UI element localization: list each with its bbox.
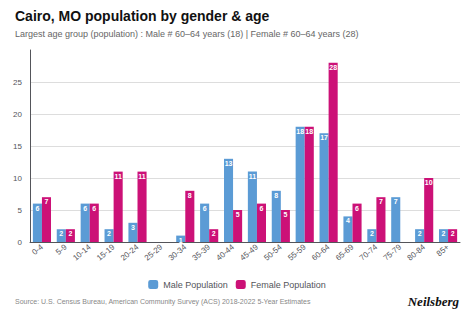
svg-text:13: 13 bbox=[225, 160, 233, 167]
svg-text:8: 8 bbox=[274, 192, 278, 199]
svg-text:18: 18 bbox=[305, 128, 313, 135]
svg-text:65-69: 65-69 bbox=[334, 242, 356, 262]
svg-text:30-34: 30-34 bbox=[167, 242, 189, 262]
svg-text:17: 17 bbox=[320, 134, 328, 141]
svg-text:7: 7 bbox=[379, 198, 383, 205]
svg-text:25: 25 bbox=[13, 78, 22, 87]
svg-text:5: 5 bbox=[18, 206, 23, 215]
svg-text:15-19: 15-19 bbox=[95, 242, 117, 262]
svg-text:Largest age group (population): Largest age group (population) : Male # … bbox=[15, 29, 359, 39]
svg-text:2: 2 bbox=[59, 230, 63, 237]
svg-text:20-24: 20-24 bbox=[119, 242, 141, 262]
svg-text:55-59: 55-59 bbox=[286, 242, 308, 262]
svg-text:6: 6 bbox=[260, 205, 264, 212]
svg-text:8: 8 bbox=[188, 192, 192, 199]
svg-text:6: 6 bbox=[83, 205, 87, 212]
svg-text:45-49: 45-49 bbox=[238, 242, 260, 262]
svg-text:2: 2 bbox=[68, 230, 72, 237]
svg-text:6: 6 bbox=[92, 205, 96, 212]
svg-text:5: 5 bbox=[236, 211, 240, 218]
svg-text:35-39: 35-39 bbox=[191, 242, 213, 262]
svg-text:0-4: 0-4 bbox=[30, 242, 45, 257]
svg-text:6: 6 bbox=[35, 205, 39, 212]
svg-text:Female Population: Female Population bbox=[251, 280, 326, 290]
svg-text:5-9: 5-9 bbox=[54, 242, 69, 257]
svg-text:20: 20 bbox=[13, 110, 22, 119]
svg-text:0: 0 bbox=[18, 238, 23, 247]
svg-text:80-84: 80-84 bbox=[406, 242, 428, 262]
svg-text:11: 11 bbox=[138, 173, 146, 180]
svg-text:2: 2 bbox=[451, 230, 455, 237]
svg-text:70-74: 70-74 bbox=[358, 242, 380, 262]
svg-text:Cairo, MO population by gender: Cairo, MO population by gender & age bbox=[15, 8, 270, 24]
svg-text:40-44: 40-44 bbox=[214, 242, 236, 262]
svg-text:2: 2 bbox=[212, 230, 216, 237]
svg-text:11: 11 bbox=[114, 173, 122, 180]
svg-text:6: 6 bbox=[355, 205, 359, 212]
svg-text:7: 7 bbox=[394, 198, 398, 205]
svg-text:Source: U.S. Census Bureau, Am: Source: U.S. Census Bureau, American Com… bbox=[15, 298, 311, 306]
svg-text:3: 3 bbox=[131, 224, 135, 231]
svg-text:2: 2 bbox=[418, 230, 422, 237]
svg-text:4: 4 bbox=[346, 217, 350, 224]
svg-text:2: 2 bbox=[107, 230, 111, 237]
svg-text:6: 6 bbox=[203, 205, 207, 212]
svg-text:10: 10 bbox=[13, 174, 22, 183]
svg-text:2: 2 bbox=[370, 230, 374, 237]
svg-text:25-29: 25-29 bbox=[143, 242, 165, 262]
svg-text:11: 11 bbox=[249, 173, 257, 180]
svg-text:Neilsberg: Neilsberg bbox=[407, 294, 460, 309]
svg-text:1: 1 bbox=[179, 237, 183, 244]
svg-text:75-79: 75-79 bbox=[382, 242, 404, 262]
svg-text:10-14: 10-14 bbox=[71, 242, 93, 262]
svg-text:2: 2 bbox=[442, 230, 446, 237]
svg-text:7: 7 bbox=[45, 198, 49, 205]
svg-text:15: 15 bbox=[13, 142, 22, 151]
svg-text:10: 10 bbox=[425, 179, 433, 186]
svg-text:85+: 85+ bbox=[435, 242, 451, 258]
svg-text:28: 28 bbox=[329, 64, 337, 71]
svg-text:18: 18 bbox=[296, 128, 304, 135]
svg-text:5: 5 bbox=[283, 211, 287, 218]
svg-text:Male Population: Male Population bbox=[163, 280, 228, 290]
svg-text:60-64: 60-64 bbox=[310, 242, 332, 262]
svg-text:50-54: 50-54 bbox=[262, 242, 284, 262]
